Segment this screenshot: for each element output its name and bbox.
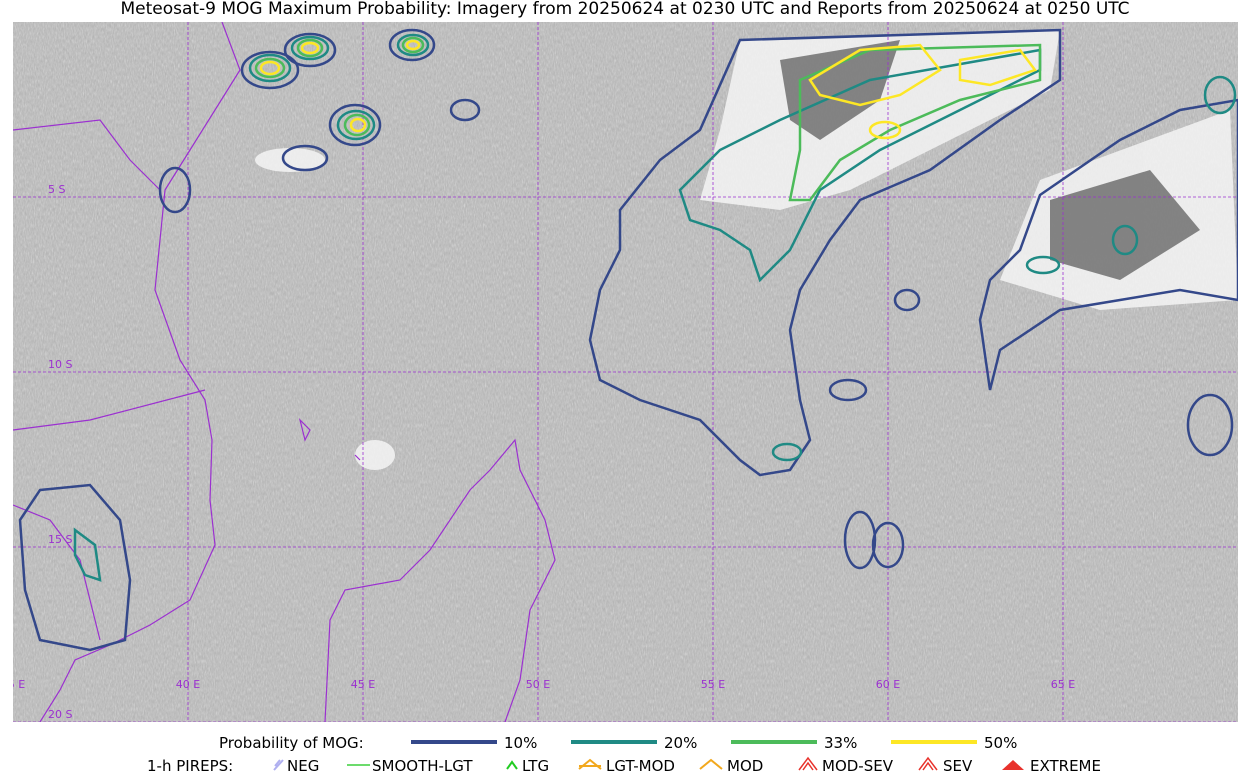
pirep-icon xyxy=(273,759,284,771)
pirep-icon xyxy=(1002,760,1024,770)
longitude-label: 50 E xyxy=(526,678,550,691)
legend-title: 1-h PIREPS: xyxy=(147,757,233,775)
latitude-label: 5 S xyxy=(48,183,65,196)
longitude-label: 60 E xyxy=(876,678,900,691)
legend-label: 20% xyxy=(664,734,697,752)
legend-label: MOD-SEV xyxy=(822,757,894,775)
coastlines xyxy=(13,22,556,722)
pirep-icon xyxy=(798,756,818,771)
pirep-icon xyxy=(578,758,602,770)
longitude-label: 55 E xyxy=(701,678,725,691)
legend-label: 33% xyxy=(824,734,857,752)
graticule-labels: 35 E 40 E 45 E 50 E 55 E 60 E 65 E 5 S 10 S 15 S 2… xyxy=(1,183,1075,721)
map-area: 35 E 40 E 45 E 50 E 55 E 60 E 65 E 5 S 10 S 15 S 2… xyxy=(1,22,1238,722)
pirep-icon xyxy=(506,760,518,770)
legend-label: 50% xyxy=(984,734,1017,752)
longitude-label: 65 E xyxy=(1051,678,1075,691)
legend-label: 10% xyxy=(504,734,537,752)
latitude-label: 10 S xyxy=(48,358,72,371)
latitude-label: 15 S xyxy=(48,533,72,546)
legend-label: MOD xyxy=(727,757,763,775)
pirep-icon xyxy=(918,756,938,771)
legend-label: EXTREME xyxy=(1030,757,1101,775)
longitude-label: 35 E xyxy=(1,678,25,691)
map-title: Meteosat-9 MOG Maximum Probability: Imag… xyxy=(120,0,1129,19)
legend: Probability of MOG: 10% 20% 33% 50% 1-h PIREP… xyxy=(147,734,1101,775)
legend-title: Probability of MOG: xyxy=(219,734,364,752)
latitude-label: 20 S xyxy=(48,708,72,721)
pirep-icon xyxy=(699,758,723,770)
legend-label: LGT-MOD xyxy=(606,757,675,775)
legend-label: LTG xyxy=(522,757,549,775)
legend-label: SEV xyxy=(943,757,973,775)
legend-label: SMOOTH-LGT xyxy=(372,757,473,775)
probability-contours xyxy=(18,28,1238,652)
longitude-label: 40 E xyxy=(176,678,200,691)
longitude-label: 45 E xyxy=(351,678,375,691)
legend-label: NEG xyxy=(287,757,319,775)
